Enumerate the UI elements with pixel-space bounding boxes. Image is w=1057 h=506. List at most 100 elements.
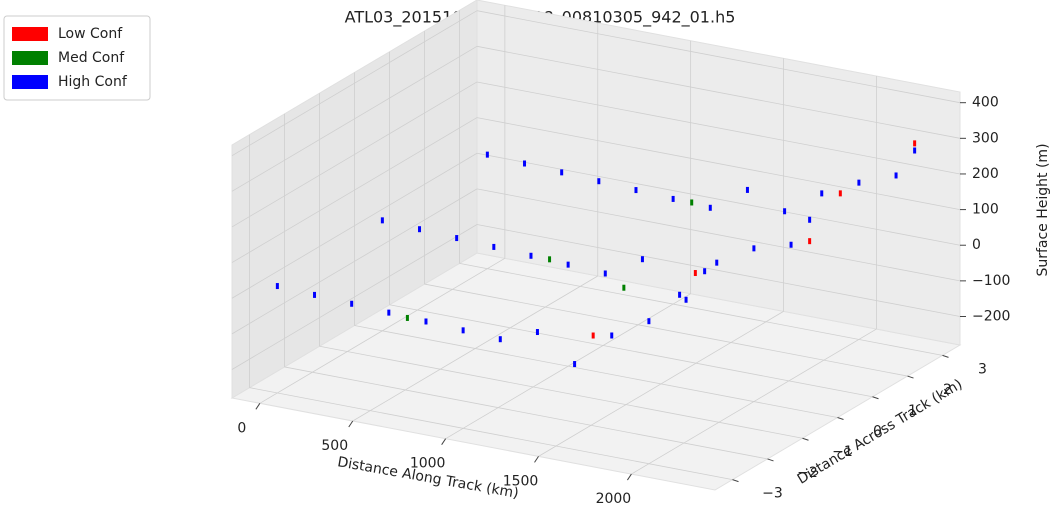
data-point <box>703 268 707 275</box>
z-tick-label: 0 <box>972 237 981 253</box>
x-tick <box>534 456 539 463</box>
data-point <box>560 169 564 176</box>
grid-line <box>476 117 961 210</box>
grid-line <box>231 10 478 157</box>
y-tick <box>767 458 774 462</box>
legend-swatch <box>12 51 48 65</box>
x-tick-label: 0 <box>237 420 246 436</box>
y-tick-label: 1 <box>908 403 917 419</box>
data-point <box>313 291 317 298</box>
grid-line <box>476 81 961 175</box>
data-point <box>485 151 489 158</box>
x-tick-label: 1000 <box>410 456 446 472</box>
grid-line <box>231 152 478 299</box>
data-point <box>708 204 712 211</box>
x-tick-label: 2000 <box>596 491 632 506</box>
grid-line <box>249 387 733 481</box>
legend-label: Low Conf <box>58 26 123 42</box>
data-point <box>566 261 570 268</box>
data-point <box>820 190 824 197</box>
y-tick <box>732 479 739 483</box>
grid-line <box>231 188 478 335</box>
y-tick-label: 2 <box>943 382 952 398</box>
data-point <box>418 226 422 233</box>
y-tick <box>942 354 949 358</box>
data-point <box>752 245 756 252</box>
data-point <box>597 178 601 185</box>
data-point <box>913 147 917 154</box>
x-tick <box>441 438 447 445</box>
y-tick <box>837 417 844 420</box>
data-point <box>455 235 459 242</box>
z-tick-label: 100 <box>972 202 999 218</box>
data-point <box>535 329 539 336</box>
data-point <box>715 259 719 266</box>
y-tick-label: −2 <box>797 465 818 481</box>
grid-line <box>459 262 943 356</box>
data-point <box>622 284 626 291</box>
data-point <box>350 300 354 307</box>
x-tick-label: 1500 <box>503 473 539 489</box>
legend-label: Med Conf <box>58 50 125 66</box>
data-point <box>671 195 675 202</box>
data-point <box>913 140 917 147</box>
data-point <box>529 252 533 259</box>
data-point <box>634 187 638 194</box>
data-point <box>492 243 496 250</box>
data-point <box>591 332 595 339</box>
z-tick-label: 200 <box>972 166 999 182</box>
data-point <box>275 283 279 290</box>
data-point <box>640 256 644 263</box>
y-tick-label: −3 <box>762 486 783 502</box>
data-point <box>789 241 793 248</box>
data-point <box>424 318 428 325</box>
data-point <box>838 190 842 197</box>
grid-line <box>319 345 803 439</box>
z-tick-label: 300 <box>972 130 999 146</box>
legend-swatch <box>12 27 48 41</box>
grid-line <box>476 224 961 317</box>
data-point <box>745 186 749 193</box>
grid-line <box>354 325 838 418</box>
grid-line <box>231 117 478 263</box>
data-point <box>523 160 527 167</box>
data-point <box>808 216 812 223</box>
x-tick <box>255 403 261 410</box>
data-point <box>380 217 384 224</box>
z-tick-label: −100 <box>972 273 1010 289</box>
x-tick <box>348 420 354 428</box>
z-axis-label: Surface Height (m) <box>1035 143 1051 276</box>
data-point <box>603 270 607 277</box>
data-point <box>647 318 651 325</box>
data-point <box>498 336 502 343</box>
x-tick-label: 500 <box>321 438 348 454</box>
data-point <box>678 291 682 298</box>
data-point <box>573 361 577 368</box>
grid-line <box>231 45 478 192</box>
y-tick-label: −1 <box>832 444 853 460</box>
legend-swatch <box>12 75 48 89</box>
y-tick <box>872 396 879 400</box>
z-tick-label: 400 <box>972 95 999 111</box>
y-tick <box>802 437 809 441</box>
y-tick-label: 3 <box>978 361 987 377</box>
data-point <box>548 256 552 263</box>
data-point <box>461 327 465 334</box>
data-point <box>684 296 688 303</box>
data-point <box>387 309 391 316</box>
grid-line <box>476 188 961 282</box>
x-tick <box>626 473 632 481</box>
data-point <box>894 172 898 179</box>
y-tick-label: 0 <box>873 424 882 440</box>
grid-line <box>424 283 908 377</box>
grid-line <box>476 45 961 139</box>
grid-line <box>476 152 961 246</box>
data-point <box>693 270 697 277</box>
data-point <box>405 314 409 321</box>
data-point <box>610 332 614 339</box>
z-tick-label: −200 <box>972 308 1010 324</box>
data-point <box>857 179 861 186</box>
data-point <box>783 208 787 215</box>
legend-label: High Conf <box>58 74 128 90</box>
data-point <box>808 238 812 245</box>
